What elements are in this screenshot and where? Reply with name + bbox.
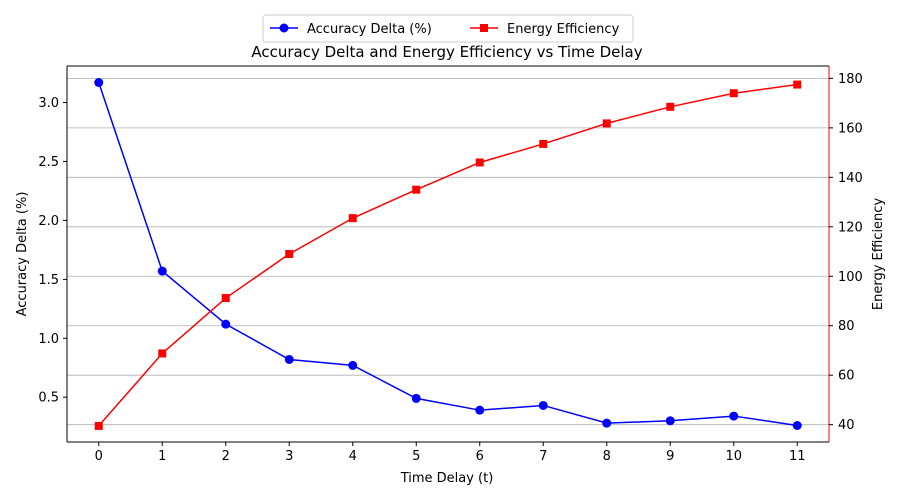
energy-point-3	[285, 250, 294, 258]
x-tick-label-10: 10	[725, 449, 742, 464]
legend-energy-marker	[480, 24, 488, 32]
y-left-tick-label-1.5: 1.5	[38, 273, 59, 288]
accuracy-point-7	[538, 400, 548, 410]
y-right-tick-label-140: 140	[838, 171, 863, 186]
y-left-tick-label-0.5: 0.5	[38, 391, 59, 406]
y-axis-left: 0.5 1.0 1.5 2.0 2.5 3.0	[38, 96, 67, 406]
legend-energy-label: Energy Efficiency	[507, 22, 620, 37]
accuracy-point-4	[348, 360, 358, 370]
y-left-tick-label-2.0: 2.0	[38, 214, 59, 229]
y-right-tick-label-80: 80	[838, 319, 855, 334]
energy-point-5	[412, 185, 421, 194]
y-axis-right-title: Energy Efficiency	[871, 198, 886, 311]
energy-point-1	[158, 349, 167, 358]
energy-point-0	[94, 421, 103, 430]
legend: Accuracy Delta (%) Energy Efficiency	[262, 14, 634, 43]
x-tick-label-8: 8	[603, 449, 611, 464]
y-left-tick-label-2.5: 2.5	[38, 155, 59, 170]
y-left-tick-label-3.0: 3.0	[38, 96, 59, 111]
accuracy-point-0	[94, 78, 104, 88]
y-right-tick-label-100: 100	[838, 270, 863, 285]
accuracy-point-2	[221, 319, 231, 329]
energy-point-11	[793, 80, 802, 89]
y-axis-right: 40 60 80 100 120 140 160 180	[829, 72, 863, 433]
energy-point-6	[475, 158, 484, 167]
accuracy-point-1	[157, 266, 167, 276]
accuracy-point-11	[792, 420, 802, 430]
x-tick-label-5: 5	[412, 449, 420, 464]
energy-point-2	[221, 294, 230, 303]
energy-series-line	[98, 83, 798, 427]
y-axis-left-title: Accuracy Delta (%)	[15, 192, 30, 317]
x-tick-label-2: 2	[222, 449, 230, 464]
chart-title: Accuracy Delta and Energy Efficiency vs …	[251, 43, 642, 61]
energy-point-8	[602, 119, 611, 128]
y-right-tick-label-160: 160	[838, 121, 863, 136]
x-tick-label-1: 1	[158, 449, 166, 464]
legend-accuracy-marker	[279, 23, 289, 33]
x-tick-label-11: 11	[789, 449, 806, 464]
y-right-tick-label-120: 120	[838, 220, 863, 235]
x-axis: 0 1 2 3 4 5 6 7 8 9 10 11	[95, 442, 806, 464]
accuracy-point-10	[729, 411, 739, 421]
accuracy-point-6	[475, 405, 485, 415]
x-tick-label-6: 6	[476, 449, 484, 464]
energy-point-9	[666, 102, 675, 111]
x-tick-label-3: 3	[285, 449, 293, 464]
accuracy-point-9	[665, 416, 675, 426]
energy-point-10	[729, 89, 738, 98]
x-tick-label-4: 4	[349, 449, 357, 464]
grid-layer	[67, 77, 829, 426]
series-layer	[94, 78, 802, 430]
accuracy-series-line	[98, 82, 798, 427]
x-tick-label-7: 7	[539, 449, 547, 464]
y-right-tick-label-60: 60	[838, 369, 855, 384]
plot-frame	[66, 65, 830, 443]
accuracy-point-5	[411, 393, 421, 403]
y-right-tick-label-180: 180	[838, 72, 863, 87]
energy-point-7	[539, 139, 548, 148]
legend-box	[262, 14, 634, 43]
x-tick-label-0: 0	[95, 449, 103, 464]
energy-point-4	[348, 214, 357, 223]
legend-accuracy-label: Accuracy Delta (%)	[307, 22, 432, 37]
x-axis-title: Time Delay (t)	[400, 471, 494, 486]
y-right-tick-label-40: 40	[838, 418, 855, 433]
y-left-tick-label-1.0: 1.0	[38, 332, 59, 347]
x-tick-label-9: 9	[666, 449, 674, 464]
accuracy-point-8	[602, 418, 612, 428]
accuracy-point-3	[284, 354, 294, 364]
